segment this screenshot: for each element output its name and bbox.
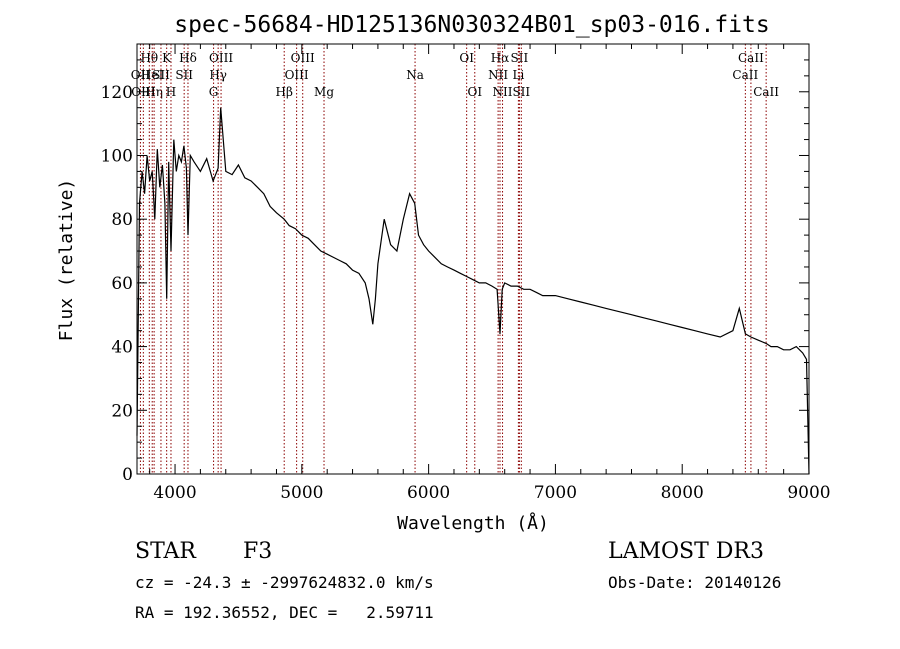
plot-frame <box>136 43 810 475</box>
marker-label-4: Hη <box>145 85 163 99</box>
marker-label-24: Li <box>512 68 524 82</box>
marker-label-26: CaII <box>738 51 764 65</box>
x-tick-label-3: 7000 <box>534 483 577 503</box>
marker-label-18: OI <box>459 51 474 65</box>
y-axis-ticks: 0 20 40 60 80 100 120 <box>101 59 809 485</box>
marker-label-6: SII <box>152 68 170 82</box>
marker-label-20: Hα <box>491 51 510 65</box>
y-tick-label-2: 40 <box>111 338 133 358</box>
y-tick-label-1: 20 <box>111 401 133 421</box>
marker-label-23: SII <box>511 51 529 65</box>
x-tick-label-2: 6000 <box>407 483 450 503</box>
marker-label-11: Hγ <box>209 68 227 82</box>
marker-label-7: H <box>166 85 176 99</box>
x-tick-label-1: 5000 <box>280 483 323 503</box>
object-subclass: F3 <box>243 539 273 564</box>
marker-label-19: OI <box>467 85 482 99</box>
x-tick-label-0: 4000 <box>153 483 196 503</box>
marker-label-16: Mg <box>314 85 334 99</box>
spectrum-line <box>136 107 810 475</box>
marker-label-1: OII <box>131 68 151 82</box>
marker-label-22: NII <box>493 85 513 99</box>
marker-label-9: SII <box>175 68 193 82</box>
marker-label-8: Hδ <box>179 51 197 65</box>
coordinates: RA = 192.36552, DEC = 2.59711 <box>135 603 434 622</box>
x-tick-label-5: 9000 <box>787 483 830 503</box>
y-tick-label-4: 80 <box>111 210 133 230</box>
spectrum-series <box>136 107 810 475</box>
x-axis-ticks: 4000 5000 6000 7000 8000 9000 <box>149 44 831 503</box>
redshift-line: cz = -24.3 ± -2997624832.0 km/s <box>135 573 434 592</box>
marker-label-27: CaII <box>732 68 758 82</box>
marker-label-17: Na <box>406 68 424 82</box>
marker-label-15: OIII <box>285 68 309 82</box>
y-tick-label-6: 120 <box>101 83 133 103</box>
object-class: STAR <box>135 539 196 564</box>
marker-label-14: OIII <box>291 51 315 65</box>
y-axis-label: Flux (relative) <box>56 179 77 342</box>
x-axis-label: Wavelength (Å) <box>397 512 549 534</box>
marker-label-3: HeI <box>141 68 164 82</box>
marker-label-25: SII <box>512 85 530 99</box>
marker-label-28: CaII <box>753 85 779 99</box>
marker-label-12: G <box>209 85 219 99</box>
survey-name: LAMOST DR3 <box>608 539 764 564</box>
chart-title: spec-56684-HD125136N030324B01_sp03-016.f… <box>174 12 769 38</box>
marker-label-5: K <box>162 51 172 65</box>
x-tick-label-4: 8000 <box>661 483 704 503</box>
obs-date: Obs-Date: 20140126 <box>608 573 782 592</box>
marker-label-10: OIII <box>209 51 233 65</box>
y-tick-label-0: 0 <box>122 465 133 485</box>
y-tick-label-3: 60 <box>111 274 133 294</box>
y-tick-label-5: 100 <box>101 146 133 166</box>
marker-label-13: Hβ <box>276 85 293 99</box>
marker-label-21: NII <box>488 68 508 82</box>
